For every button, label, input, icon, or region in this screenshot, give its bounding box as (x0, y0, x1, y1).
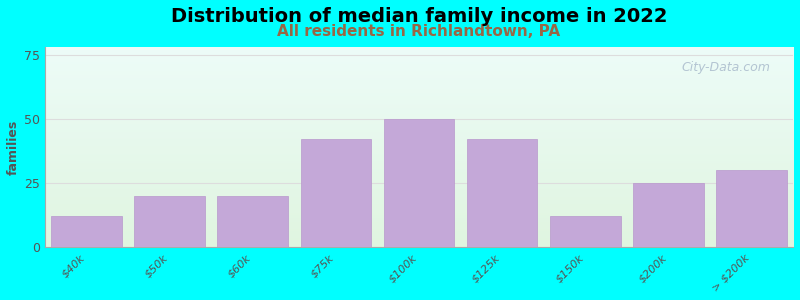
Bar (218, 196, 288, 247)
Bar (134, 196, 205, 247)
Bar (716, 170, 787, 247)
Bar (301, 140, 371, 247)
Bar (384, 119, 454, 247)
Title: Distribution of median family income in 2022: Distribution of median family income in … (170, 7, 667, 26)
Bar (550, 217, 621, 247)
Bar (467, 140, 538, 247)
Text: City-Data.com: City-Data.com (682, 61, 770, 74)
Bar (633, 183, 704, 247)
Bar (51, 217, 122, 247)
Y-axis label: families: families (7, 119, 20, 175)
Text: All residents in Richlandtown, PA: All residents in Richlandtown, PA (278, 24, 561, 39)
